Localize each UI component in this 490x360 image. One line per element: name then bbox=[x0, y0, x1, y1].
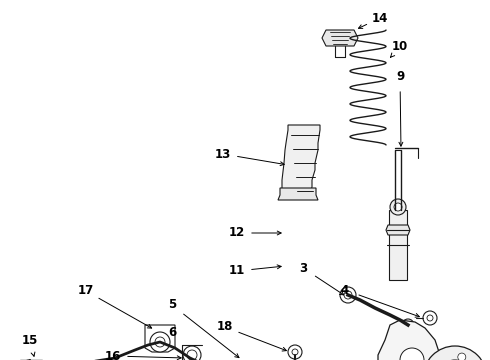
Text: 15: 15 bbox=[22, 334, 38, 347]
Polygon shape bbox=[145, 325, 175, 352]
Circle shape bbox=[400, 348, 424, 360]
Circle shape bbox=[150, 332, 170, 352]
Text: 11: 11 bbox=[229, 265, 245, 278]
Circle shape bbox=[292, 349, 298, 355]
Polygon shape bbox=[378, 320, 440, 360]
Polygon shape bbox=[322, 30, 358, 46]
Text: 16: 16 bbox=[105, 350, 121, 360]
Text: 3: 3 bbox=[299, 261, 307, 274]
Polygon shape bbox=[389, 210, 407, 280]
Circle shape bbox=[187, 350, 197, 360]
Circle shape bbox=[183, 346, 201, 360]
Text: 18: 18 bbox=[217, 320, 233, 333]
Circle shape bbox=[458, 353, 466, 360]
Text: 14: 14 bbox=[372, 12, 388, 24]
Polygon shape bbox=[278, 188, 318, 200]
Text: 5: 5 bbox=[168, 298, 176, 311]
Text: 12: 12 bbox=[229, 226, 245, 239]
Text: 6: 6 bbox=[168, 327, 176, 339]
Circle shape bbox=[405, 322, 411, 328]
Circle shape bbox=[344, 291, 352, 299]
Circle shape bbox=[427, 315, 433, 321]
Circle shape bbox=[288, 345, 302, 359]
Circle shape bbox=[394, 203, 402, 211]
Text: 17: 17 bbox=[78, 284, 94, 297]
Text: 4: 4 bbox=[341, 284, 349, 297]
Text: 13: 13 bbox=[215, 148, 231, 161]
Text: 10: 10 bbox=[392, 40, 408, 54]
Polygon shape bbox=[282, 125, 320, 197]
Circle shape bbox=[340, 287, 356, 303]
Circle shape bbox=[390, 199, 406, 215]
Circle shape bbox=[402, 319, 414, 331]
Polygon shape bbox=[386, 225, 410, 235]
Circle shape bbox=[423, 311, 437, 325]
Circle shape bbox=[423, 346, 487, 360]
Circle shape bbox=[155, 337, 165, 347]
Text: 9: 9 bbox=[396, 71, 404, 84]
